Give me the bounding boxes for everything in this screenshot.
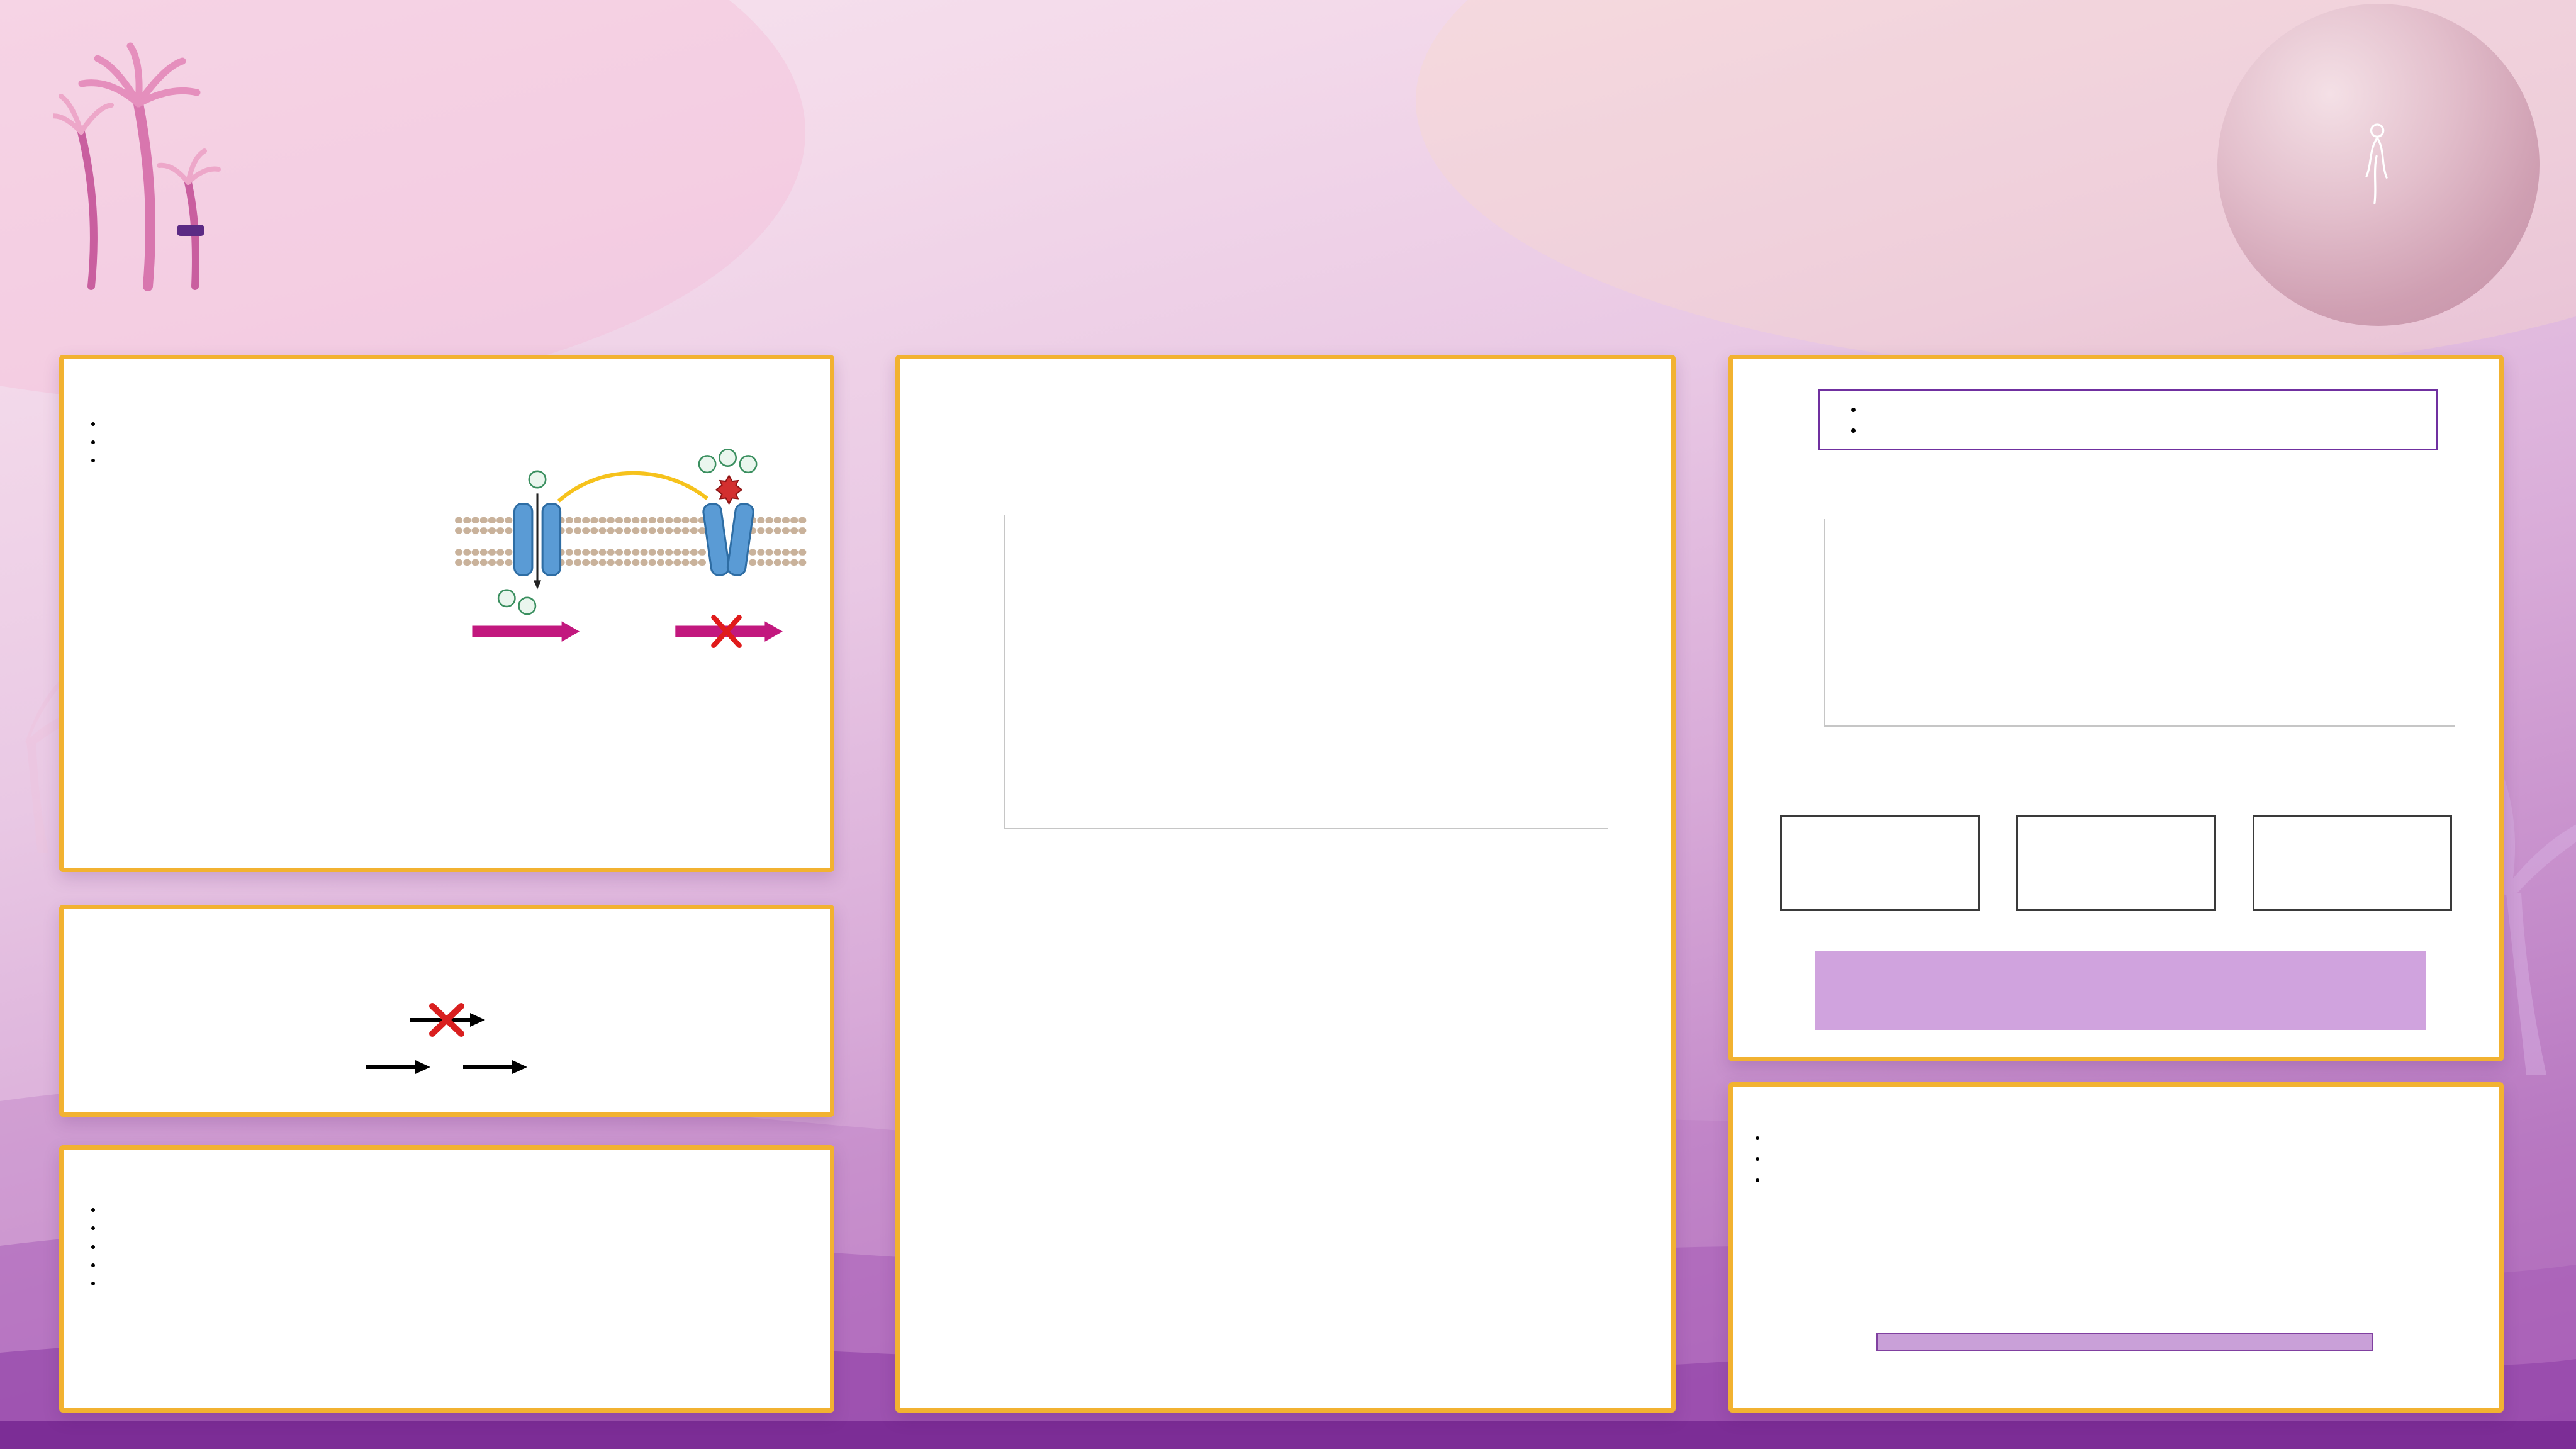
stat-box-recommend	[2252, 815, 2452, 911]
conclusion-section	[1728, 1082, 2504, 1413]
bullet-item	[103, 416, 427, 432]
stat-boxes	[1780, 815, 2452, 911]
poster-title	[541, 68, 2035, 134]
method-left-column	[86, 1199, 453, 1294]
introduction-left-column	[86, 413, 427, 858]
outcomes-section	[1728, 355, 2504, 1061]
palm-trees-icon	[53, 42, 221, 291]
suzetrigine-molecule	[715, 474, 744, 505]
bullet-item	[1864, 400, 2424, 419]
palm-fronds	[78, 42, 201, 108]
plot-area	[1824, 519, 2455, 727]
woman-figure-icon	[2365, 123, 2388, 204]
blocked-x-icon	[711, 615, 742, 649]
stat-box-willing	[2016, 815, 2216, 911]
oxycodone-summary-box	[1818, 389, 2438, 451]
pie-chart-opioid-use	[1296, 1036, 1636, 1262]
bullet-item	[103, 452, 427, 469]
method-section	[59, 1145, 834, 1413]
patient-quote	[1876, 1333, 2373, 1351]
introduction-right-column	[453, 413, 811, 858]
mechanism-diagram	[455, 449, 809, 649]
background-blob	[0, 0, 805, 403]
pain-transmission-open	[472, 621, 580, 642]
flow-new	[64, 1058, 830, 1077]
bullet-list	[86, 416, 427, 450]
plot-area	[1004, 515, 1608, 829]
bullet-item	[103, 1275, 453, 1291]
logo-dates	[177, 225, 204, 236]
chart-body	[1780, 519, 2461, 727]
bottom-strip	[0, 1421, 2576, 1449]
introduction-columns	[86, 413, 811, 858]
method-columns	[86, 1199, 807, 1294]
bullet-item	[1864, 421, 2424, 440]
conclusion-item	[1767, 1150, 2485, 1166]
palm-fronds	[53, 94, 221, 185]
bullet-item	[103, 434, 427, 450]
bullet-list	[86, 452, 427, 469]
sodium-ions	[498, 449, 758, 615]
closed-channel	[702, 474, 755, 576]
palm-trunk	[77, 128, 199, 290]
bullet-item	[103, 1238, 453, 1255]
conclusion-item	[1767, 1129, 2485, 1146]
conclusion-list	[1750, 1129, 2485, 1192]
pie-chart-otc-first-use	[938, 1036, 1277, 1262]
bullet-item	[103, 1219, 453, 1236]
conclusion-item	[1767, 1172, 2485, 1188]
bar-chart-suzetrigine-use	[956, 501, 1615, 839]
blocked-arrow-icon	[410, 1003, 485, 1037]
results-section	[895, 355, 1676, 1413]
arrow-icon	[463, 1060, 527, 1074]
aim-section	[59, 905, 834, 1117]
introduction-section	[59, 355, 834, 872]
pie	[1362, 1044, 1570, 1252]
pie	[1004, 1044, 1211, 1252]
palm-trunk	[133, 99, 156, 291]
bullet-list	[86, 1201, 453, 1292]
isswsh-logo-row	[2356, 118, 2401, 212]
bullet-item	[103, 1256, 453, 1273]
bullet-list	[1847, 400, 2424, 439]
bar-chart-adverse-reactions	[1780, 505, 2461, 737]
pain-transmission-blocked	[675, 615, 783, 649]
otc-usage-note	[944, 960, 1284, 1002]
stat-box-success	[1780, 815, 1980, 911]
isswsh-logo	[2217, 4, 2540, 326]
gratitude-highlight	[1815, 951, 2426, 1030]
chart-body	[956, 515, 1615, 829]
arrow-icon	[366, 1060, 430, 1074]
annual-meeting-logo	[53, 28, 418, 311]
bullet-item	[103, 1201, 453, 1217]
membrane-dots	[455, 517, 809, 566]
flow-blocked	[64, 1002, 830, 1038]
method-right-column	[488, 1199, 807, 1294]
open-channel	[513, 493, 562, 590]
nav-channel-link	[557, 471, 709, 503]
